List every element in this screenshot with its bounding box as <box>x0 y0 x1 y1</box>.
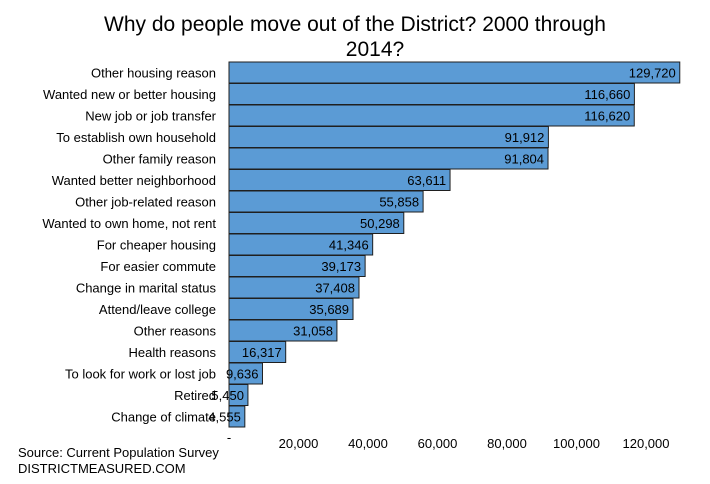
data-label: 31,058 <box>293 324 333 339</box>
bar <box>228 83 635 105</box>
category-label: Retired <box>174 388 216 403</box>
category-label: Other job-related reason <box>75 195 216 210</box>
data-label: 55,858 <box>379 195 419 210</box>
data-label: 16,317 <box>242 345 282 360</box>
data-label: 35,689 <box>309 302 349 317</box>
bar <box>228 405 246 428</box>
category-label: Wanted better neighborhood <box>52 173 216 188</box>
data-label: 116,620 <box>584 109 630 124</box>
bar <box>228 147 549 170</box>
category-label: Wanted to own home, not rent <box>42 216 216 231</box>
category-label: To establish own household <box>56 130 216 145</box>
category-label: Other housing reason <box>91 66 216 81</box>
x-tick-label: 20,000 <box>279 436 319 451</box>
x-tick-label: - <box>227 430 231 445</box>
bar <box>228 61 681 84</box>
chart-title-line-2: 2014? <box>345 38 405 61</box>
data-label: 63,611 <box>407 173 446 188</box>
data-label: 116,660 <box>584 87 630 102</box>
source-note: Source: Current Population Survey <box>18 445 219 460</box>
category-label: Other reasons <box>134 324 217 339</box>
bar <box>228 104 635 127</box>
category-label: Change in marital status <box>76 281 217 296</box>
x-tick-label: 100,000 <box>553 436 600 451</box>
category-label: New job or job transfer <box>85 109 216 124</box>
data-label: 4,555 <box>208 410 241 425</box>
data-label: 39,173 <box>321 259 361 274</box>
category-label: To look for work or lost job <box>65 367 216 382</box>
category-label: For cheaper housing <box>97 238 216 253</box>
site-credit: DISTRICTMEASURED.COM <box>18 461 186 476</box>
data-label: 9,636 <box>226 367 259 382</box>
x-tick-label: 60,000 <box>418 436 458 451</box>
category-label: For easier commute <box>100 259 216 274</box>
data-label: 41,346 <box>329 238 369 253</box>
data-label: 129,720 <box>629 66 676 81</box>
x-tick-label: 120,000 <box>623 436 670 451</box>
chart-title-line-1: Why do people move out of the District? … <box>104 13 606 36</box>
data-label: 5,450 <box>211 388 244 403</box>
data-label: 91,804 <box>504 152 544 167</box>
category-label: Change of climate <box>111 410 216 425</box>
category-label: Health reasons <box>129 345 217 360</box>
category-label: Wanted new or better housing <box>43 87 216 102</box>
data-label: 50,298 <box>360 216 400 231</box>
x-tick-label: 40,000 <box>348 436 388 451</box>
category-label: Attend/leave college <box>99 302 216 317</box>
chart-title: Why do people move out of the District? … <box>0 12 710 62</box>
category-label: Other family reason <box>103 152 216 167</box>
data-label: 91,912 <box>505 130 545 145</box>
data-label: 37,408 <box>315 281 355 296</box>
bar <box>228 126 549 148</box>
x-tick-label: 80,000 <box>487 436 527 451</box>
